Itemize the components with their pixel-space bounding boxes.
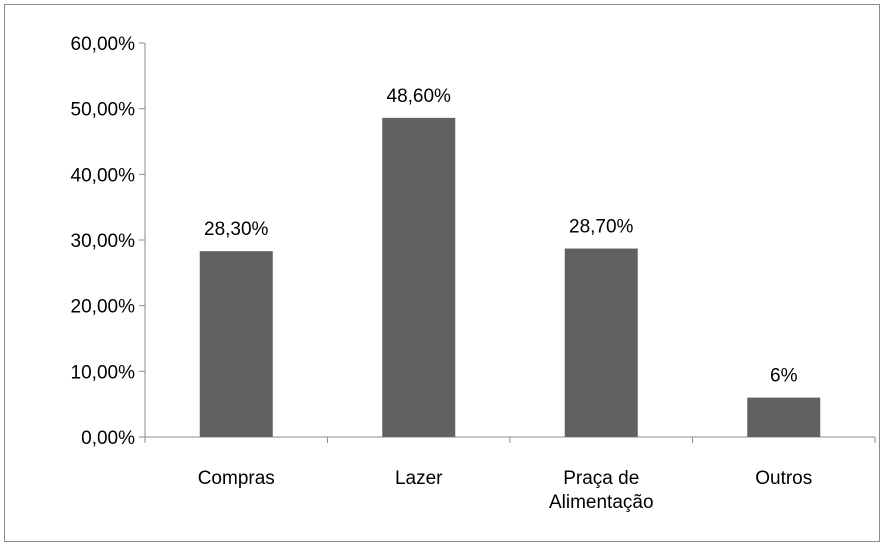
y-tick-label: 10,00% [71,362,136,383]
data-label: 48,60% [387,86,452,107]
bar [382,117,456,438]
x-category-label: Compras [198,468,275,489]
data-label: 28,70% [569,217,634,238]
bar [199,251,273,437]
x-category-label: Outros [755,468,812,489]
data-label: 6% [770,366,798,387]
bar [747,397,821,437]
data-label: 28,30% [204,219,269,240]
x-category-label: Alimentação [549,492,654,513]
bar [564,248,638,437]
y-tick-label: 20,00% [71,297,136,318]
x-category-label: Praça de [563,468,639,489]
y-tick-label: 60,00% [71,34,136,55]
y-tick-label: 40,00% [71,165,136,186]
y-tick-label: 50,00% [71,100,136,121]
y-tick-label: 30,00% [71,231,136,252]
y-tick-label: 0,00% [81,428,135,449]
x-category-label: Lazer [395,468,443,489]
